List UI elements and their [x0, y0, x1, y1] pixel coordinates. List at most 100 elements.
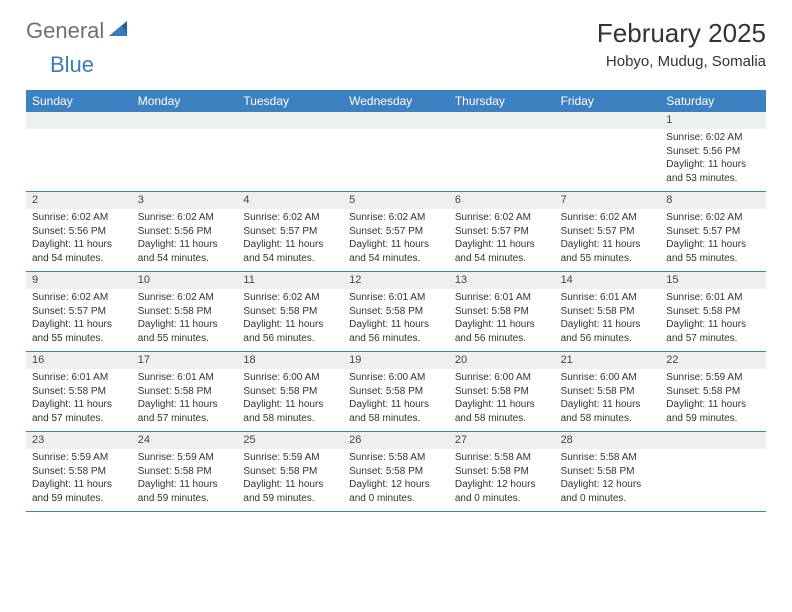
- date-cell: Sunrise: 6:02 AMSunset: 5:57 PMDaylight:…: [555, 209, 661, 271]
- date-number: 12: [343, 272, 449, 289]
- sunrise-text: Sunrise: 6:02 AM: [32, 291, 126, 305]
- sunset-text: Sunset: 5:58 PM: [138, 465, 232, 479]
- date-number: 22: [660, 352, 766, 369]
- date-number: 3: [132, 192, 238, 209]
- date-cell: [343, 129, 449, 191]
- date-cell: Sunrise: 6:01 AMSunset: 5:58 PMDaylight:…: [26, 369, 132, 431]
- daylight-text: Daylight: 11 hours and 53 minutes.: [666, 158, 760, 185]
- date-cell: Sunrise: 6:02 AMSunset: 5:57 PMDaylight:…: [26, 289, 132, 351]
- date-number: 24: [132, 432, 238, 449]
- daylight-text: Daylight: 11 hours and 59 minutes.: [32, 478, 126, 505]
- daylight-text: Daylight: 11 hours and 54 minutes.: [32, 238, 126, 265]
- date-number: 28: [555, 432, 661, 449]
- daylight-text: Daylight: 11 hours and 54 minutes.: [349, 238, 443, 265]
- location-subtitle: Hobyo, Mudug, Somalia: [597, 53, 766, 70]
- sunset-text: Sunset: 5:58 PM: [455, 465, 549, 479]
- date-number: 4: [237, 192, 343, 209]
- logo: General: [26, 18, 134, 44]
- date-cell: Sunrise: 6:02 AMSunset: 5:56 PMDaylight:…: [26, 209, 132, 271]
- date-number: 2: [26, 192, 132, 209]
- sunrise-text: Sunrise: 6:02 AM: [561, 211, 655, 225]
- date-cell: Sunrise: 6:02 AMSunset: 5:58 PMDaylight:…: [237, 289, 343, 351]
- sunrise-text: Sunrise: 6:02 AM: [243, 291, 337, 305]
- daylight-text: Daylight: 11 hours and 57 minutes.: [666, 318, 760, 345]
- date-cell: Sunrise: 6:02 AMSunset: 5:57 PMDaylight:…: [449, 209, 555, 271]
- sunset-text: Sunset: 5:57 PM: [455, 225, 549, 239]
- date-content-row: Sunrise: 6:01 AMSunset: 5:58 PMDaylight:…: [26, 369, 766, 431]
- daylight-text: Daylight: 12 hours and 0 minutes.: [349, 478, 443, 505]
- sunrise-text: Sunrise: 6:00 AM: [243, 371, 337, 385]
- sunrise-text: Sunrise: 6:02 AM: [349, 211, 443, 225]
- daylight-text: Daylight: 11 hours and 56 minutes.: [561, 318, 655, 345]
- sunrise-text: Sunrise: 6:02 AM: [666, 131, 760, 145]
- date-number: [237, 112, 343, 129]
- daylight-text: Daylight: 11 hours and 55 minutes.: [138, 318, 232, 345]
- daylight-text: Daylight: 11 hours and 54 minutes.: [455, 238, 549, 265]
- date-number-row: 232425262728: [26, 432, 766, 449]
- date-cell: Sunrise: 6:00 AMSunset: 5:58 PMDaylight:…: [555, 369, 661, 431]
- sunset-text: Sunset: 5:56 PM: [666, 145, 760, 159]
- date-cell: [237, 129, 343, 191]
- date-number: 13: [449, 272, 555, 289]
- day-name: Friday: [555, 90, 661, 112]
- date-cell: Sunrise: 6:02 AMSunset: 5:57 PMDaylight:…: [237, 209, 343, 271]
- sunset-text: Sunset: 5:58 PM: [243, 385, 337, 399]
- date-number: 6: [449, 192, 555, 209]
- day-name: Sunday: [26, 90, 132, 112]
- sunrise-text: Sunrise: 6:02 AM: [32, 211, 126, 225]
- sail-icon: [109, 21, 131, 44]
- sunset-text: Sunset: 5:58 PM: [455, 305, 549, 319]
- sunrise-text: Sunrise: 6:00 AM: [455, 371, 549, 385]
- date-number: 27: [449, 432, 555, 449]
- day-name: Monday: [132, 90, 238, 112]
- sunset-text: Sunset: 5:58 PM: [243, 305, 337, 319]
- sunrise-text: Sunrise: 6:02 AM: [243, 211, 337, 225]
- date-number-row: 9101112131415: [26, 272, 766, 289]
- date-number: 10: [132, 272, 238, 289]
- date-cell: Sunrise: 6:01 AMSunset: 5:58 PMDaylight:…: [132, 369, 238, 431]
- date-cell: Sunrise: 6:01 AMSunset: 5:58 PMDaylight:…: [660, 289, 766, 351]
- date-number: 19: [343, 352, 449, 369]
- daylight-text: Daylight: 11 hours and 58 minutes.: [349, 398, 443, 425]
- sunrise-text: Sunrise: 5:59 AM: [666, 371, 760, 385]
- date-number-row: 1: [26, 112, 766, 129]
- date-number: 20: [449, 352, 555, 369]
- date-number: 7: [555, 192, 661, 209]
- date-number-row: 16171819202122: [26, 352, 766, 369]
- date-number: 16: [26, 352, 132, 369]
- daylight-text: Daylight: 11 hours and 58 minutes.: [561, 398, 655, 425]
- header-right: February 2025 Hobyo, Mudug, Somalia: [597, 18, 766, 70]
- sunset-text: Sunset: 5:57 PM: [243, 225, 337, 239]
- daylight-text: Daylight: 11 hours and 57 minutes.: [32, 398, 126, 425]
- sunset-text: Sunset: 5:58 PM: [455, 385, 549, 399]
- date-cell: Sunrise: 6:01 AMSunset: 5:58 PMDaylight:…: [343, 289, 449, 351]
- sunrise-text: Sunrise: 5:59 AM: [243, 451, 337, 465]
- sunset-text: Sunset: 5:58 PM: [32, 465, 126, 479]
- sunrise-text: Sunrise: 5:59 AM: [138, 451, 232, 465]
- day-name: Wednesday: [343, 90, 449, 112]
- sunrise-text: Sunrise: 5:58 AM: [349, 451, 443, 465]
- daylight-text: Daylight: 12 hours and 0 minutes.: [561, 478, 655, 505]
- sunset-text: Sunset: 5:57 PM: [32, 305, 126, 319]
- sunrise-text: Sunrise: 6:01 AM: [561, 291, 655, 305]
- daylight-text: Daylight: 12 hours and 0 minutes.: [455, 478, 549, 505]
- date-cell: Sunrise: 5:58 AMSunset: 5:58 PMDaylight:…: [449, 449, 555, 511]
- daylight-text: Daylight: 11 hours and 58 minutes.: [243, 398, 337, 425]
- date-cell: Sunrise: 6:01 AMSunset: 5:58 PMDaylight:…: [555, 289, 661, 351]
- date-number: 14: [555, 272, 661, 289]
- daylight-text: Daylight: 11 hours and 54 minutes.: [138, 238, 232, 265]
- day-name: Saturday: [660, 90, 766, 112]
- logo-text-blue: Blue: [50, 52, 94, 78]
- sunset-text: Sunset: 5:58 PM: [561, 305, 655, 319]
- sunrise-text: Sunrise: 6:00 AM: [349, 371, 443, 385]
- day-name: Tuesday: [237, 90, 343, 112]
- sunrise-text: Sunrise: 6:02 AM: [138, 211, 232, 225]
- sunset-text: Sunset: 5:58 PM: [243, 465, 337, 479]
- sunset-text: Sunset: 5:58 PM: [561, 385, 655, 399]
- date-cell: [660, 449, 766, 511]
- daylight-text: Daylight: 11 hours and 59 minutes.: [138, 478, 232, 505]
- sunrise-text: Sunrise: 6:02 AM: [455, 211, 549, 225]
- date-cell: [555, 129, 661, 191]
- day-names-row: SundayMondayTuesdayWednesdayThursdayFrid…: [26, 90, 766, 112]
- date-cell: Sunrise: 6:02 AMSunset: 5:57 PMDaylight:…: [343, 209, 449, 271]
